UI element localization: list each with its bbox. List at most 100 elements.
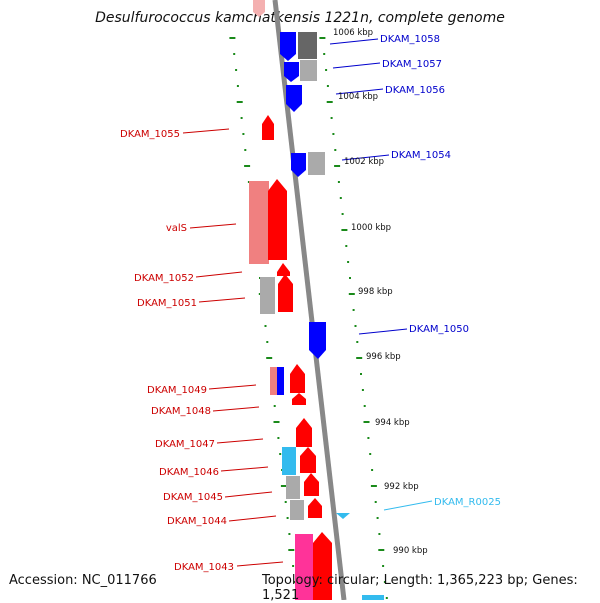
gene-label-vals[interactable]: valS bbox=[166, 223, 187, 234]
gene-dkam-1045-grey[interactable] bbox=[286, 476, 300, 499]
gene-dkam-1044-grey[interactable] bbox=[290, 500, 304, 520]
gene-label-dkam-1057[interactable]: DKAM_1057 bbox=[382, 59, 442, 70]
gene-dkam-1051[interactable] bbox=[278, 274, 293, 312]
gene-dkam-1054[interactable] bbox=[291, 153, 306, 177]
tick-mark bbox=[288, 533, 291, 535]
gene-label-dkam-1058[interactable]: DKAM_1058 bbox=[380, 34, 440, 45]
tick-mark bbox=[244, 165, 251, 167]
tick-mark bbox=[236, 101, 243, 103]
tick-mark bbox=[330, 117, 333, 119]
tick-mark bbox=[233, 53, 236, 55]
tick-mark bbox=[337, 181, 340, 183]
gene-label-dkam-1051[interactable]: DKAM_1051 bbox=[137, 298, 197, 309]
tick-mark bbox=[325, 69, 328, 71]
tick-mark bbox=[264, 325, 267, 327]
tick-mark bbox=[277, 437, 280, 439]
gene-dkam-r0025[interactable] bbox=[336, 513, 350, 519]
tick-mark bbox=[280, 485, 287, 487]
tick-mark bbox=[371, 469, 374, 471]
tick-mark bbox=[235, 69, 238, 71]
gene-label-dkam-1047[interactable]: DKAM_1047 bbox=[155, 439, 215, 450]
tick-mark bbox=[376, 517, 379, 519]
tick-mark bbox=[341, 213, 344, 215]
kbp-label: 996 kbp bbox=[366, 352, 401, 362]
gene-dkam-1051-grey[interactable] bbox=[260, 277, 275, 314]
tick-mark bbox=[288, 549, 295, 551]
gene-dkam-1050[interactable] bbox=[309, 322, 326, 359]
tick-mark bbox=[361, 389, 364, 391]
gene-dkam-1047[interactable] bbox=[296, 418, 312, 447]
tick-mark bbox=[383, 581, 386, 583]
gene-label-dkam-1054[interactable]: DKAM_1054 bbox=[391, 150, 451, 161]
gene-dkam-1049-light[interactable] bbox=[270, 367, 277, 395]
gene-dkam-1058[interactable] bbox=[280, 32, 296, 61]
gene-dkam-1043[interactable] bbox=[313, 532, 332, 600]
gene-label-dkam-1044[interactable]: DKAM_1044 bbox=[167, 516, 227, 527]
gene-vals[interactable] bbox=[268, 179, 287, 260]
gene-label-dkam-1050[interactable]: DKAM_1050 bbox=[409, 324, 469, 335]
tick-mark bbox=[348, 293, 355, 295]
tick-mark bbox=[292, 565, 295, 567]
tick-mark bbox=[334, 149, 337, 151]
gene-dkam-1057[interactable] bbox=[284, 62, 299, 82]
tick-mark bbox=[242, 133, 245, 135]
forward-gene-labels: DKAM_1055 valS DKAM_1052 DKAM_1051 DKAM_… bbox=[120, 129, 234, 573]
gene-top-fragment[interactable] bbox=[253, 0, 265, 17]
tick-mark bbox=[326, 85, 329, 87]
gene-bottom-rna-fragment[interactable] bbox=[362, 595, 384, 600]
gene-dkam-1049[interactable] bbox=[290, 364, 305, 393]
accession-text: Accession: NC_011766 bbox=[9, 573, 157, 588]
gene-label-dkam-1046[interactable]: DKAM_1046 bbox=[159, 467, 219, 478]
gene-vals-light[interactable] bbox=[249, 181, 269, 264]
gene-label-dkam-r0025[interactable]: DKAM_R0025 bbox=[434, 497, 501, 508]
tick-mark bbox=[341, 229, 348, 231]
gene-label-dkam-1056[interactable]: DKAM_1056 bbox=[385, 85, 445, 96]
tick-mark bbox=[356, 341, 359, 343]
gene-dkam-1046[interactable] bbox=[300, 447, 316, 473]
kbp-label: 1000 kbp bbox=[351, 223, 391, 233]
kbp-labels: 1006 kbp 1004 kbp 1002 kbp 1000 kbp 998 … bbox=[333, 28, 428, 556]
kbp-label: 998 kbp bbox=[358, 287, 393, 297]
gene-label-dkam-1043[interactable]: DKAM_1043 bbox=[174, 562, 234, 573]
tick-mark bbox=[279, 453, 282, 455]
gene-label-dkam-1048[interactable]: DKAM_1048 bbox=[151, 406, 211, 417]
tick-mark bbox=[382, 565, 385, 567]
rna-gene-labels: DKAM_R0025 bbox=[434, 497, 501, 508]
tick-mark bbox=[334, 165, 341, 167]
gene-dkam-1055[interactable] bbox=[262, 115, 274, 140]
tick-mark bbox=[266, 341, 269, 343]
tick-mark bbox=[363, 421, 370, 423]
kbp-label: 1004 kbp bbox=[338, 92, 378, 102]
gene-label-dkam-1055[interactable]: DKAM_1055 bbox=[120, 129, 180, 140]
gene-dkam-1049-blue[interactable] bbox=[277, 367, 284, 395]
kbp-label: 990 kbp bbox=[393, 546, 428, 556]
gene-dkam-1043-pink[interactable] bbox=[295, 534, 313, 600]
label-leader-lines bbox=[182, 38, 433, 567]
tick-mark bbox=[236, 85, 239, 87]
gene-label-dkam-1049[interactable]: DKAM_1049 bbox=[147, 385, 207, 396]
reverse-gene-labels: DKAM_1058 DKAM_1057 DKAM_1056 DKAM_1054 … bbox=[380, 34, 469, 335]
gene-dkam-1045[interactable] bbox=[304, 473, 319, 496]
gene-dkam-1046-rna[interactable] bbox=[282, 447, 296, 475]
tick-mark bbox=[286, 517, 289, 519]
tick-mark bbox=[378, 549, 385, 551]
gene-dkam-1056[interactable] bbox=[286, 85, 302, 112]
kbp-label: 1006 kbp bbox=[333, 28, 373, 38]
gene-dkam-1044[interactable] bbox=[308, 498, 322, 518]
gene-label-dkam-1045[interactable]: DKAM_1045 bbox=[163, 492, 223, 503]
gene-dkam-1057-grey[interactable] bbox=[300, 60, 317, 81]
tick-mark bbox=[360, 373, 362, 375]
gene-dkam-1054-grey[interactable] bbox=[308, 152, 325, 175]
tick-mark bbox=[354, 325, 357, 327]
tick-mark bbox=[345, 245, 348, 247]
tick-mark bbox=[339, 197, 342, 199]
tick-mark bbox=[229, 37, 236, 39]
tick-mark bbox=[370, 485, 377, 487]
tick-mark bbox=[266, 357, 273, 359]
gene-label-dkam-1052[interactable]: DKAM_1052 bbox=[134, 273, 194, 284]
gene-dkam-1052[interactable] bbox=[277, 263, 290, 276]
gene-dkam-1048[interactable] bbox=[292, 393, 306, 405]
tick-mark bbox=[323, 53, 326, 55]
gene-dkam-1058-grey[interactable] bbox=[298, 32, 317, 59]
